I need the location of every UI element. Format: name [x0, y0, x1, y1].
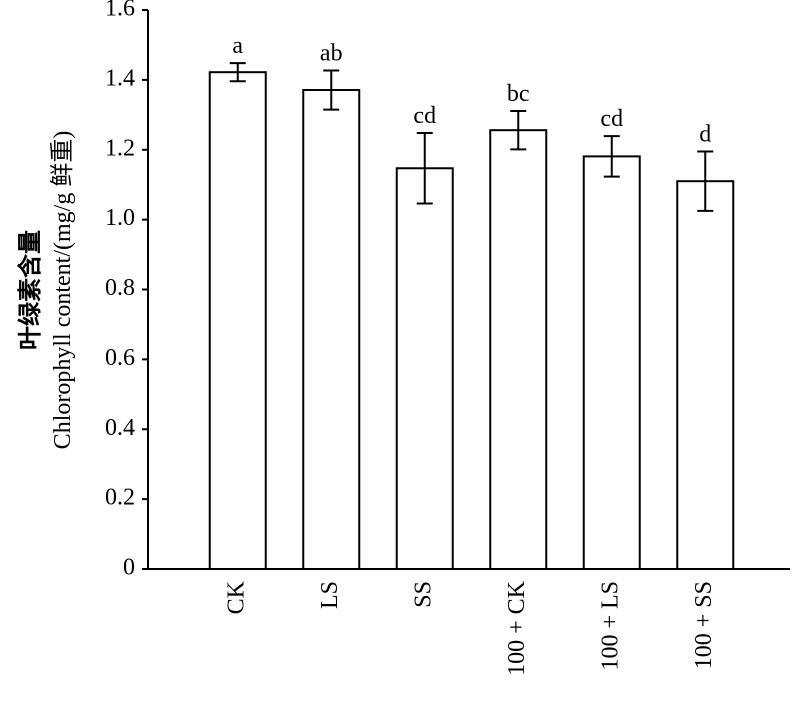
bar — [489, 129, 548, 570]
significance-label: a — [232, 33, 243, 59]
error-bar — [603, 135, 620, 178]
significance-label: cd — [600, 106, 623, 132]
bar — [395, 167, 454, 570]
y-tick-label: 1.6 — [105, 0, 135, 22]
significance-label: ab — [320, 40, 343, 66]
significance-label: bc — [507, 81, 530, 107]
y-tick-label: 0 — [123, 555, 135, 581]
x-tick-label: 100 + CK — [504, 580, 530, 676]
error-bar — [697, 150, 714, 212]
x-tick-label: 100 + LS — [597, 581, 623, 671]
y-tick-label: 1.4 — [105, 65, 135, 91]
bar — [208, 71, 267, 570]
y-tick-label: 1.0 — [105, 205, 135, 231]
y-tick-label: 0.6 — [105, 345, 135, 371]
bar — [302, 89, 361, 571]
y-tick-label: 1.2 — [105, 135, 135, 161]
bar — [676, 180, 735, 570]
y-axis-title: 叶绿素含量 Chlorophyll content/(mg/g 鲜重) — [16, 131, 76, 450]
y-tick-label: 0.8 — [105, 275, 135, 301]
bar — [582, 155, 641, 570]
significance-label: d — [699, 121, 711, 147]
x-tick-label: LS — [317, 581, 343, 609]
error-bar — [323, 69, 340, 111]
x-tick-label: SS — [410, 581, 436, 608]
x-tick-label: CK — [223, 580, 249, 614]
significance-label: cd — [413, 103, 436, 129]
y-axis-title-en: Chlorophyll content/(mg/g 鲜重) — [49, 131, 76, 450]
error-bar — [229, 62, 246, 83]
error-bar — [416, 131, 433, 205]
x-tick-label: 100 + SS — [691, 581, 717, 669]
error-bar — [510, 109, 527, 151]
y-tick-label: 0.4 — [105, 415, 135, 441]
y-axis-title-zh: 叶绿素含量 — [16, 230, 44, 350]
y-tick-label: 0.2 — [105, 485, 135, 511]
